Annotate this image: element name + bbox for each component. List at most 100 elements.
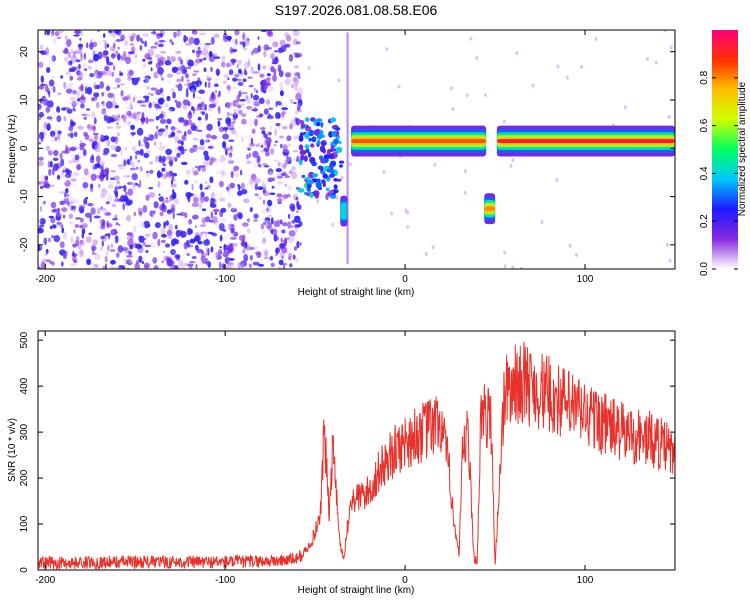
noise-speckle [348, 162, 352, 167]
noise-speckle [263, 50, 267, 58]
noise-speckle [192, 30, 196, 34]
noise-speckle [185, 169, 191, 175]
noise-speckle [75, 254, 83, 260]
noise-speckle [148, 187, 153, 190]
snr-y-axis-title: SNR (10 * v/v) [7, 418, 18, 482]
noise-speckle [62, 166, 67, 171]
onset-cluster-cell [298, 119, 305, 124]
onset-cluster-cell [325, 193, 329, 200]
noise-speckle [245, 134, 248, 141]
noise-speckle [127, 71, 132, 79]
noise-speckle [62, 50, 66, 54]
noise-speckle [106, 140, 111, 147]
noise-speckle [131, 133, 135, 137]
noise-speckle [127, 234, 131, 242]
noise-speckle [175, 257, 181, 261]
noise-speckle [152, 257, 158, 264]
noise-speckle [292, 31, 295, 36]
noise-speckle [102, 152, 108, 156]
noise-speckle [187, 111, 193, 120]
noise-speckle [72, 107, 75, 111]
noise-speckle [276, 198, 283, 202]
noise-speckle [107, 78, 111, 83]
noise-speckle [38, 85, 45, 90]
noise-speckle [166, 95, 171, 102]
noise-speckle [80, 155, 85, 159]
noise-speckle [66, 144, 74, 148]
noise-speckle [56, 222, 62, 228]
noise-speckle [139, 44, 143, 51]
noise-speckle [81, 188, 89, 192]
noise-speckle [282, 194, 288, 200]
noise-speckle [127, 188, 134, 196]
x-tick-label: -200 [35, 575, 55, 586]
noise-speckle [91, 140, 99, 149]
noise-speckle [134, 150, 142, 155]
noise-speckle [60, 224, 64, 228]
noise-speckle [281, 142, 285, 146]
noise-speckle [70, 236, 74, 244]
noise-speckle [252, 245, 258, 250]
noise-speckle [274, 128, 277, 137]
noise-speckle [65, 71, 72, 76]
noise-speckle [158, 128, 166, 132]
noise-speckle [48, 237, 51, 243]
onset-cluster-cell [300, 123, 306, 129]
noise-speckle [92, 239, 98, 246]
noise-speckle [331, 222, 335, 227]
noise-speckle [147, 132, 151, 139]
noise-speckle [93, 263, 99, 268]
noise-speckle [184, 262, 189, 267]
noise-speckle [170, 249, 176, 256]
noise-speckle [69, 201, 74, 204]
noise-speckle [385, 47, 389, 52]
noise-speckle [228, 152, 233, 158]
noise-speckle [97, 207, 101, 215]
noise-speckle [296, 158, 299, 163]
noise-speckle [240, 103, 245, 106]
noise-speckle [93, 215, 101, 219]
noise-speckle [142, 241, 146, 246]
noise-speckle [228, 224, 236, 231]
noise-speckle [174, 179, 179, 184]
x-tick-label: -200 [35, 274, 55, 285]
noise-speckle [169, 161, 173, 167]
noise-speckle [233, 43, 237, 51]
onset-cluster-cell [320, 121, 324, 128]
noise-speckle [90, 207, 96, 215]
noise-speckle [144, 233, 151, 238]
noise-speckle [113, 42, 116, 49]
noise-speckle [465, 93, 469, 98]
noise-speckle [38, 263, 42, 269]
noise-speckle [196, 248, 204, 254]
noise-speckle [182, 121, 186, 128]
noise-speckle [157, 181, 161, 188]
noise-speckle [83, 148, 87, 157]
noise-speckle [170, 126, 176, 131]
noise-speckle [46, 67, 51, 73]
noise-speckle [185, 36, 188, 42]
noise-speckle [515, 51, 519, 56]
noise-speckle [98, 161, 106, 166]
noise-speckle [45, 145, 50, 152]
noise-speckle [49, 225, 53, 230]
noise-speckle [129, 244, 134, 250]
noise-speckle [202, 51, 210, 58]
noise-speckle [59, 249, 66, 256]
noise-speckle [291, 225, 294, 228]
noise-speckle [250, 93, 253, 99]
noise-speckle [105, 85, 111, 92]
noise-speckle [100, 165, 104, 173]
noise-speckle [240, 262, 245, 269]
noise-speckle [161, 160, 164, 166]
noise-speckle [80, 103, 85, 109]
noise-speckle [228, 258, 235, 261]
noise-speckle [77, 243, 82, 250]
noise-speckle [67, 61, 73, 64]
noise-speckle [110, 243, 114, 248]
noise-speckle [259, 258, 264, 262]
noise-speckle [70, 153, 76, 161]
noise-speckle [184, 65, 188, 71]
noise-speckle [85, 108, 91, 111]
noise-speckle [209, 232, 215, 235]
